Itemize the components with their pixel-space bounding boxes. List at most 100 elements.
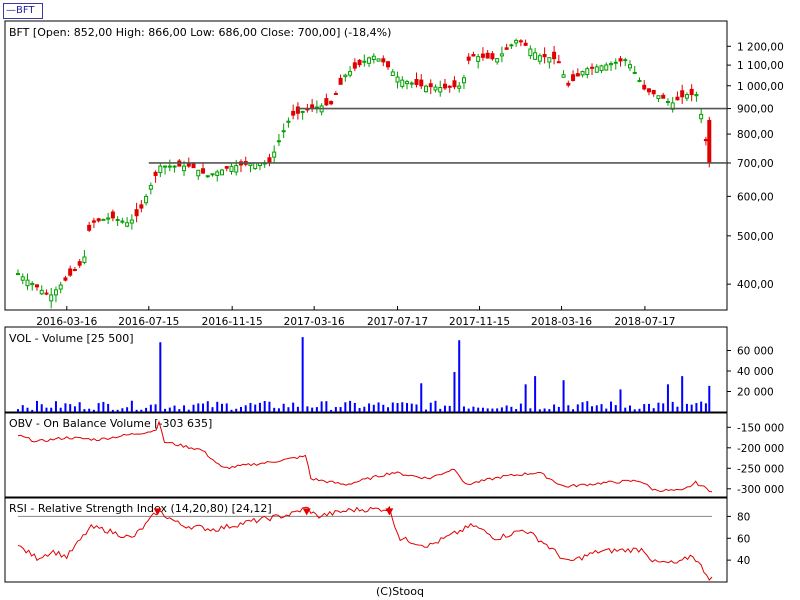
candle-body [665,100,670,103]
volume-pane-frame [4,326,728,413]
candle-body [618,58,623,62]
candle-body [552,51,557,60]
candle-body [224,166,229,169]
candle-body [627,64,632,69]
candle-body [39,289,44,295]
candle-body [148,184,153,190]
candle-body [656,95,661,100]
rsi-ytick-label: 60 [737,533,750,545]
candle-body [414,79,419,85]
rsi-pane-frame [4,497,728,583]
candle-body [571,74,576,81]
candle-body [134,209,139,217]
candle-body [490,53,495,60]
obv-ytick-label: -200 000 [737,443,784,455]
candle-body [547,57,552,63]
candle-body [518,40,523,43]
candle-body [461,77,466,84]
candle-body [575,73,580,77]
volume-bars [17,337,711,412]
candle-body [471,54,476,57]
candle-body [699,113,704,120]
candle-body [72,269,77,272]
candle-body [514,39,519,44]
candle-body [537,55,542,62]
candle-body [144,195,149,204]
price-xtick-label: 2017-11-15 [449,316,510,328]
rsi-ytick-label: 40 [737,555,750,567]
candle-body [594,66,599,73]
candle-body [609,63,614,66]
candle-body [466,56,471,61]
candle-body [253,162,258,170]
price-xtick-label: 2016-11-15 [202,316,263,328]
price-ytick-label: 900,00 [737,104,774,116]
price-ytick-label: 800,00 [737,129,774,141]
candle-body [16,273,20,276]
candle-body [485,52,490,59]
candle-body [182,165,187,172]
ticker-tab[interactable]: —BFT [3,3,43,19]
candle-body [44,292,49,295]
candle-body [295,106,300,114]
candle-body [447,85,452,88]
candle-body [367,57,372,64]
candle-body [604,64,609,71]
price-xtick-label: 2016-03-16 [36,316,97,328]
candle-body [120,220,125,223]
candle-body [82,256,87,264]
candle-body [585,68,590,76]
candle-body [329,101,334,105]
price-pane-frame [4,20,728,311]
obv-ytick-label: -300 000 [737,484,784,496]
price-ytick-label: 1 100,00 [737,60,784,72]
candle-body [457,85,462,89]
candle-body [219,169,224,176]
candle-body [452,80,457,88]
candle-body [632,71,637,74]
candle-body [613,61,618,64]
candle-body [348,71,353,76]
credit-footer: (C)Stooq [375,585,424,598]
candle-body [428,83,433,88]
candle-body [419,79,424,87]
candle-body [20,276,25,281]
candle-body [63,277,68,281]
candle-body [201,168,206,174]
candle-body [115,218,120,221]
candle-body [561,74,566,78]
candle-body [590,66,595,69]
price-xtick-label: 2017-03-16 [284,316,345,328]
candle-body [139,204,144,209]
candle-body [542,53,547,58]
candle-body [580,71,585,76]
candle-body [533,52,538,60]
candle-body [324,98,329,106]
candle-body [694,94,699,97]
candle-body [684,94,689,99]
candle-body [499,53,504,57]
candle-body [30,282,35,286]
price-ytick-label: 600,00 [737,191,774,203]
candle-body [661,94,666,99]
rsi-ytick-label: 80 [737,511,750,523]
candle-body [338,77,343,85]
candle-body [234,165,239,173]
candle-body [646,88,651,93]
candle-body [77,261,82,266]
candle-body [125,222,130,227]
candle-body [504,47,509,50]
price-ytick-label: 400,00 [737,279,774,291]
price-xtick-label: 2018-03-16 [531,316,592,328]
candle-body [599,65,604,72]
rsi-signal-marker [385,508,394,516]
candle-body [528,48,533,57]
price-ytick-label: 500,00 [737,231,774,243]
candle-body [333,92,338,95]
candle-body [300,110,305,113]
candle-body [371,55,376,61]
candle-body [172,165,177,168]
candle-body [357,59,362,66]
candle-body [291,110,296,116]
candle-body [362,60,367,63]
